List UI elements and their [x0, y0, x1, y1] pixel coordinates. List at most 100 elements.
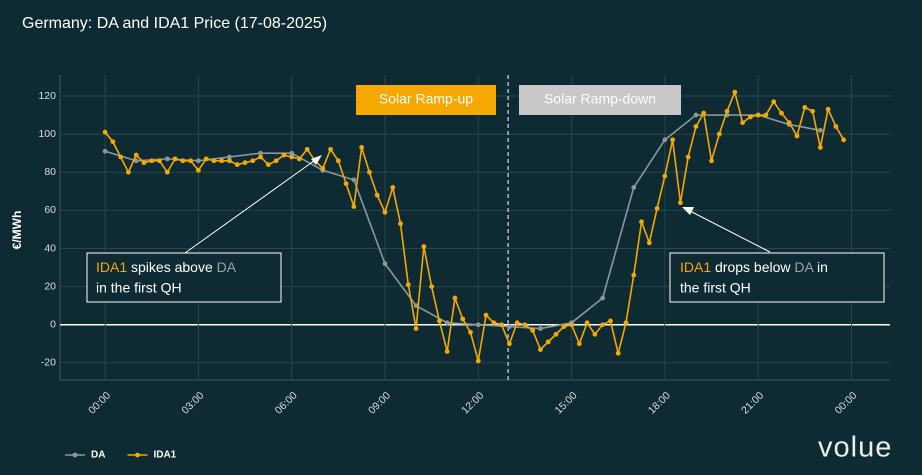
- data-point: [701, 110, 707, 116]
- ann-ref: DA: [794, 259, 814, 275]
- data-point: [654, 206, 660, 211]
- data-point: [102, 148, 108, 154]
- data-point: [553, 331, 559, 337]
- data-point: [475, 358, 481, 364]
- legend-marker: [72, 452, 78, 458]
- data-point: [724, 108, 730, 114]
- data-point: [475, 322, 481, 328]
- data-point: [631, 185, 637, 190]
- annotation: IDA1 spikes above DA in the first QH: [86, 155, 322, 303]
- data-point: [600, 322, 606, 328]
- data-point: [110, 139, 116, 145]
- data-point: [825, 106, 831, 112]
- ramp-up-box: [356, 85, 496, 115]
- data-point: [265, 162, 271, 167]
- data-point: [740, 120, 745, 126]
- region-labels: Solar Ramp-up Solar Ramp-down: [356, 85, 681, 115]
- annotation-text: IDA1 spikes above DA: [96, 259, 237, 275]
- data-point: [561, 324, 567, 330]
- data-point: [126, 169, 131, 175]
- data-point: [273, 158, 279, 164]
- data-point: [382, 209, 388, 215]
- ann-lead: IDA1: [96, 259, 127, 275]
- data-point: [444, 349, 450, 354]
- data-point: [250, 158, 256, 164]
- ann-mid: drops below: [711, 259, 794, 275]
- data-point: [374, 192, 380, 198]
- data-point: [149, 158, 155, 164]
- logo: volue: [818, 432, 892, 464]
- data-point: [180, 158, 186, 164]
- data-point: [460, 316, 466, 322]
- data-point: [538, 347, 543, 352]
- data-point: [367, 169, 372, 175]
- ramp-up-label: Solar Ramp-up: [379, 91, 473, 107]
- data-point: [258, 154, 263, 160]
- data-point: [693, 112, 699, 118]
- data-point: [608, 318, 613, 324]
- data-point: [359, 145, 365, 150]
- data-point: [390, 185, 396, 190]
- y-tick-label: 40: [44, 242, 56, 254]
- data-point: [538, 326, 543, 331]
- annotation-box: [669, 252, 885, 303]
- legend: DA IDA1: [65, 450, 177, 461]
- ramp-down-label: Solar Ramp-down: [544, 91, 656, 107]
- ramp-down-box: [519, 85, 681, 115]
- data-point: [157, 158, 162, 164]
- data-point: [514, 320, 520, 326]
- data-point: [631, 272, 637, 278]
- data-point: [817, 127, 823, 133]
- data-point: [584, 320, 590, 326]
- legend-label: IDA1: [153, 450, 176, 461]
- data-point: [662, 137, 668, 143]
- data-point: [817, 145, 823, 150]
- data-point: [810, 108, 815, 114]
- y-tick-label: -20: [41, 357, 56, 369]
- annotation-text: in the first QH: [96, 280, 182, 296]
- data-point: [763, 112, 769, 118]
- arrow: [687, 209, 771, 253]
- data-point: [506, 324, 512, 330]
- y-tick-label: 120: [38, 90, 56, 102]
- ann-tail: in: [813, 259, 828, 275]
- data-point: [755, 112, 761, 118]
- data-point: [452, 295, 458, 301]
- data-point: [506, 341, 512, 347]
- data-point: [118, 154, 124, 160]
- data-point: [646, 240, 652, 246]
- data-point: [833, 124, 839, 129]
- data-point: [444, 320, 450, 326]
- data-point: [335, 158, 341, 164]
- ann-mid: spikes above: [127, 259, 217, 275]
- annotation: IDA1 drops below DA in the first QH: [669, 207, 885, 303]
- data-point: [685, 154, 691, 160]
- data-point: [234, 162, 240, 167]
- data-point: [227, 158, 232, 164]
- y-tick-label: 80: [44, 166, 56, 178]
- data-point: [203, 156, 209, 162]
- data-point: [670, 137, 676, 143]
- legend-marker: [135, 452, 140, 458]
- arrow-head: [311, 155, 322, 165]
- data-point: [398, 221, 403, 227]
- data-point: [133, 152, 139, 158]
- data-point: [716, 131, 722, 137]
- data-point: [771, 99, 777, 105]
- y-tick-label: 0: [50, 319, 56, 331]
- ann-lead: IDA1: [680, 259, 711, 275]
- data-point: [102, 129, 108, 135]
- data-point: [786, 120, 792, 126]
- data-point: [351, 177, 357, 183]
- data-point: [779, 110, 784, 116]
- chart-title: Germany: DA and IDA1 Price (17-08-2025): [22, 15, 327, 32]
- data-point: [436, 318, 442, 324]
- data-point: [195, 167, 201, 173]
- data-point: [413, 326, 419, 331]
- data-point: [483, 312, 489, 318]
- annotation-box: [86, 252, 282, 303]
- annotation-text: the first QH: [680, 280, 751, 296]
- data-point: [211, 158, 217, 164]
